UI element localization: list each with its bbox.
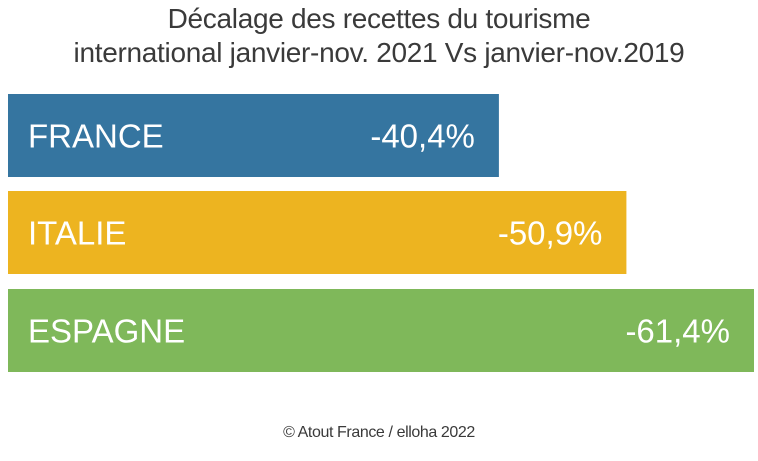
chart-title-line-2: international janvier-nov. 2021 Vs janvi… [73,37,685,68]
category-label-france: FRANCE [28,118,164,155]
category-label-italie: ITALIE [28,215,126,252]
bar-italie [8,191,627,274]
chart-title-line-1: Décalage des recettes du tourisme [167,3,591,34]
bar-espagne [8,289,754,372]
bar-france [8,94,499,177]
value-label-france: -40,4% [370,118,475,155]
value-label-italie: -50,9% [498,215,603,252]
source-credit: © Atout France / elloha 2022 [283,424,475,441]
value-label-espagne: -61,4% [625,313,730,350]
category-label-espagne: ESPAGNE [28,313,185,350]
